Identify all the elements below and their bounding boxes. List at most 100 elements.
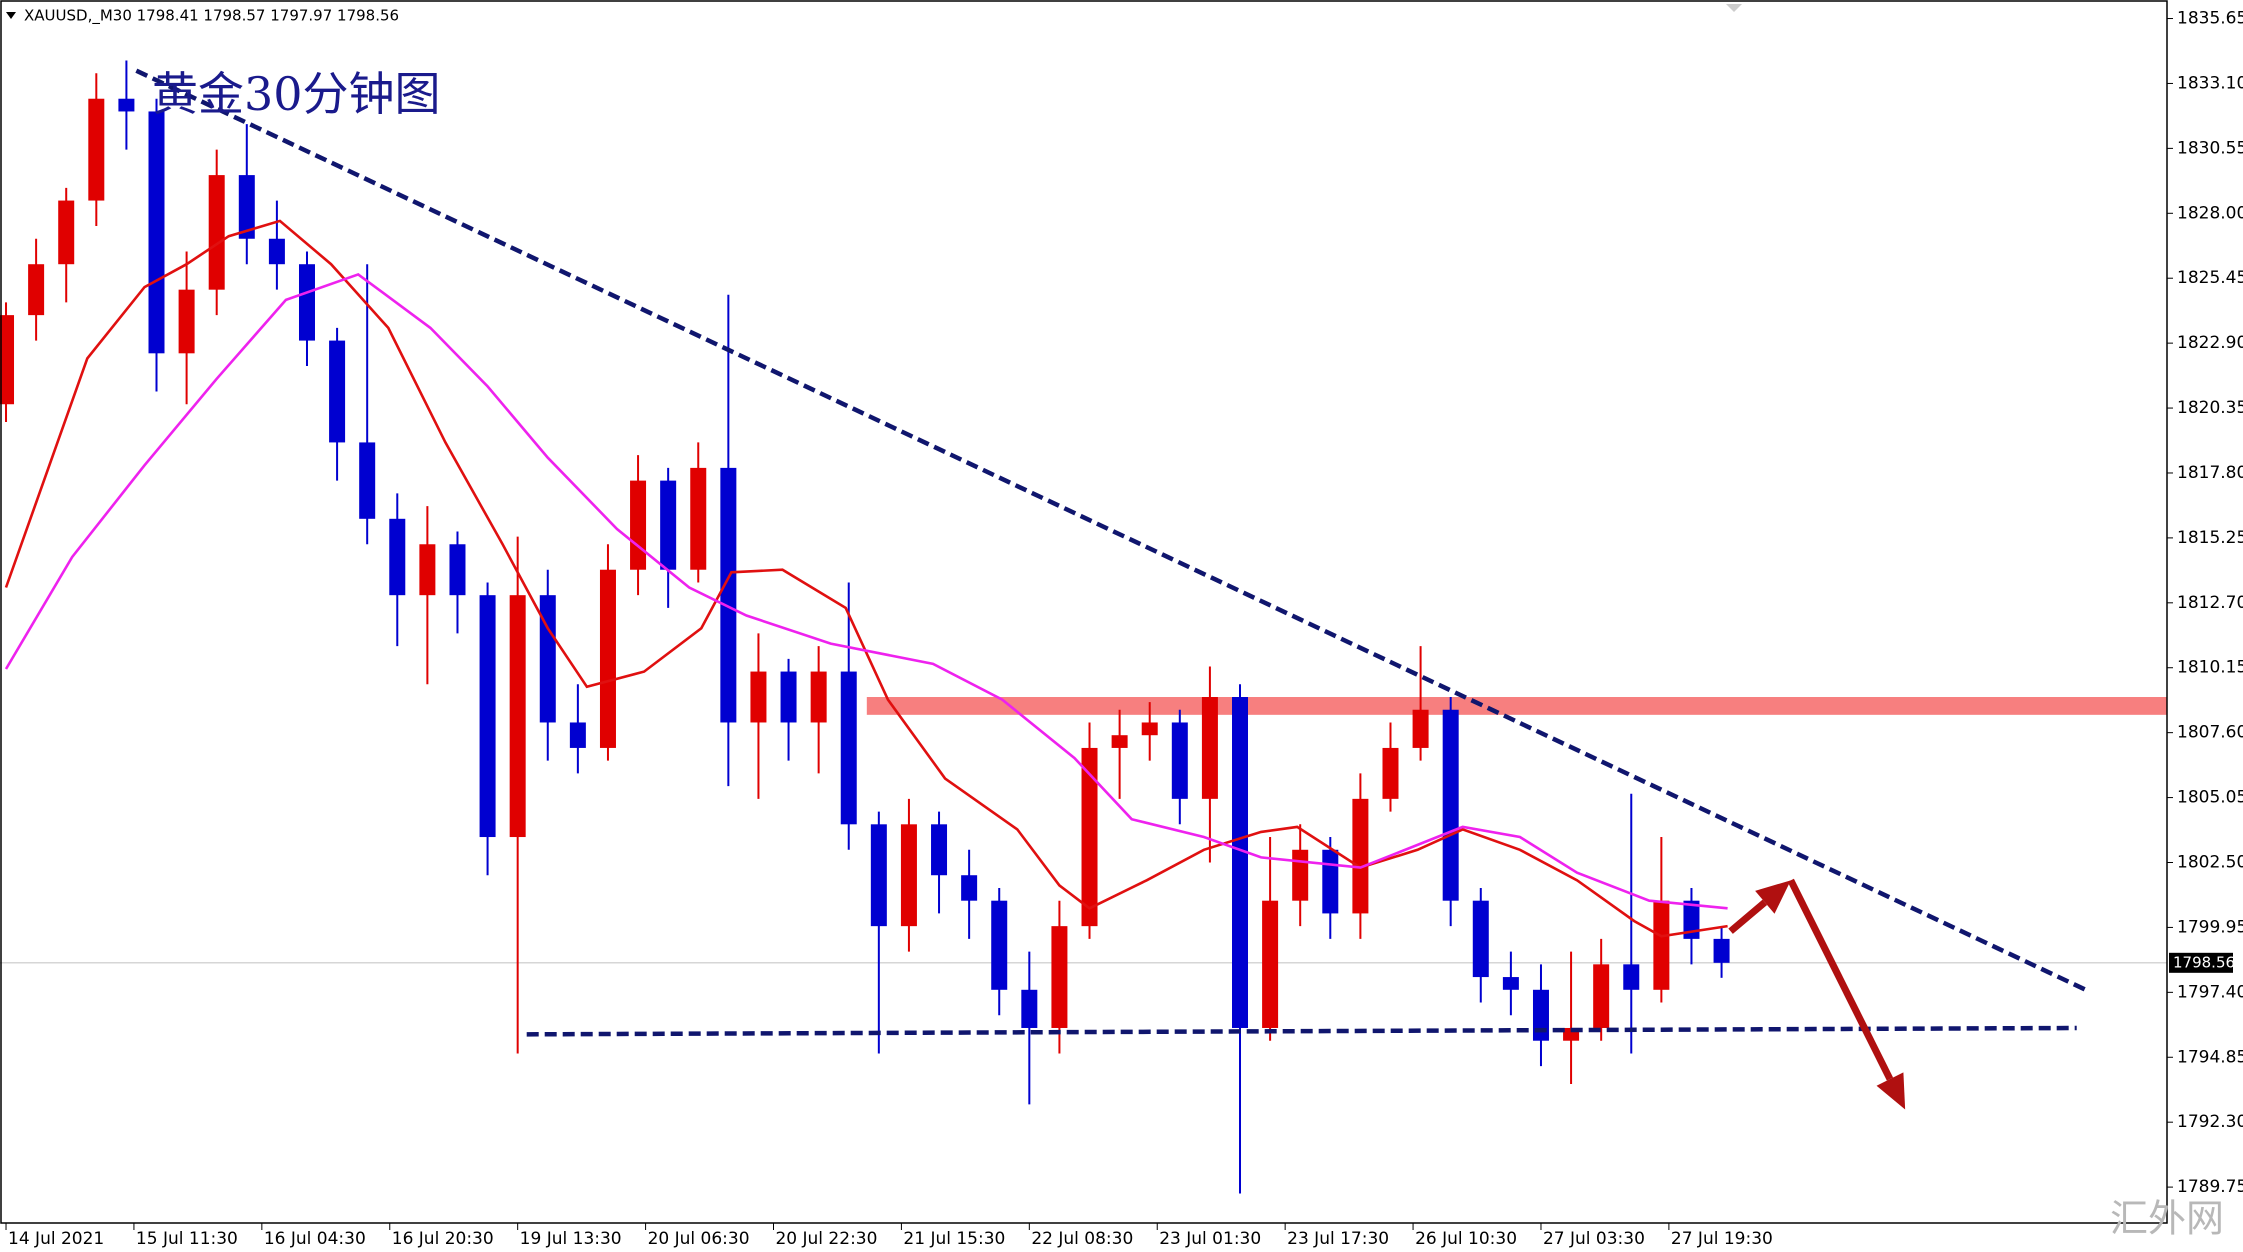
y-tick-label: 1830.55 [2177,138,2243,158]
candle-body [58,200,75,265]
candle-body [931,824,948,876]
moving-average [4,219,1728,938]
candle-body [840,671,857,825]
candle-body [479,595,496,838]
y-tick-label: 1817.80 [2177,463,2243,483]
candle-body [1593,964,1610,1028]
candle-body [359,442,376,519]
y-tick-label: 1789.75 [2177,1177,2243,1197]
arrow-head [1876,1072,1906,1110]
y-tick-label: 1828.00 [2177,203,2243,223]
candle-body [1352,798,1369,914]
y-tick-label: 1815.25 [2177,528,2243,548]
watermark: 汇外网 [2110,1197,2224,1241]
candle-body [1111,735,1128,748]
candle-body [238,175,255,239]
x-tick-label: 19 Jul 13:30 [520,1229,622,1249]
plot-area [0,60,2167,1194]
candle-body [810,671,827,723]
candle-body [630,480,647,570]
y-tick-label: 1833.10 [2177,73,2243,93]
resistance-zone [866,697,2167,715]
candle-body [28,264,45,316]
y-tick-label: 1797.40 [2177,982,2243,1002]
candle-body [1713,938,1730,963]
candle-body [780,671,797,723]
candle-body [1322,849,1339,914]
y-tick-label: 1802.50 [2177,852,2243,872]
y-tick-label: 1805.05 [2177,788,2243,808]
arrow [1787,878,1906,1110]
candle-body [268,238,285,265]
y-tick-label: 1820.35 [2177,398,2243,418]
y-tick-label: 1794.85 [2177,1047,2243,1067]
x-tick-label: 20 Jul 06:30 [648,1229,750,1249]
x-tick-label: 14 Jul 2021 [8,1229,104,1249]
arrow-head [1755,880,1791,914]
candle-body [1171,722,1188,799]
candle-body [900,824,917,927]
candle-body [419,544,436,596]
candle-body [0,315,15,405]
trendline [526,1025,2077,1037]
candle-body [298,264,315,341]
candle-body [1292,849,1309,901]
candle-body [1683,900,1700,939]
current-price-label: 1798.56 [2173,953,2235,971]
candle-body [1141,722,1158,736]
candle-body [208,175,225,290]
x-tick-label: 16 Jul 20:30 [392,1229,494,1249]
x-tick-label: 20 Jul 22:30 [775,1229,877,1249]
candle-body [389,518,406,596]
candle-body [1442,709,1459,901]
x-tick-label: 15 Jul 11:30 [136,1229,238,1249]
candle-body [509,595,526,838]
candle-body [1051,926,1068,1028]
candle-body [690,467,707,570]
candle-body [1623,964,1640,990]
candle-body [329,340,346,443]
candle-body [1653,900,1670,990]
x-tick-label: 26 Jul 10:30 [1415,1229,1517,1249]
candle-body [1472,900,1489,978]
candle-body [449,544,466,596]
x-tick-label: 27 Jul 19:30 [1671,1229,1773,1249]
arrow [1728,880,1791,934]
candle-body [870,824,887,927]
chart-title: XAUUSD,_M30 1798.41 1798.57 1797.97 1798… [24,7,399,26]
x-tick-label: 23 Jul 01:30 [1159,1229,1261,1249]
current-price-box [2169,952,2233,973]
candle-body [1201,697,1218,799]
candle-body [1021,989,1038,1028]
y-tick-label: 1825.45 [2177,268,2243,288]
candle-body [1532,989,1549,1041]
x-tick-label: 21 Jul 15:30 [903,1229,1005,1249]
menu-icon [6,12,16,19]
arrow-shaft [1787,878,1894,1081]
y-tick-label: 1799.95 [2177,917,2243,937]
candle-body [1502,977,1519,990]
candle-body [961,875,978,901]
x-tick-label: 23 Jul 17:30 [1287,1229,1389,1249]
candle-body [991,900,1008,990]
candle-body [1412,709,1429,748]
candle-body [88,98,105,201]
candle-body [539,595,556,723]
candle-body [118,98,135,112]
y-tick-label: 1792.30 [2177,1112,2243,1132]
candle-body [599,569,616,748]
candle-body [1382,747,1399,799]
y-tick-label: 1822.90 [2177,333,2243,353]
x-tick-label: 27 Jul 03:30 [1543,1229,1645,1249]
plot-border [0,0,2168,1224]
candle-body [178,289,195,354]
shift-marker [1726,4,1742,12]
moving-average [4,272,1728,910]
arrow-shaft [1728,899,1768,934]
candle-body [1232,697,1249,1028]
candle-body [720,467,737,723]
candle-body [148,111,165,354]
x-tick-label: 22 Jul 08:30 [1031,1229,1133,1249]
